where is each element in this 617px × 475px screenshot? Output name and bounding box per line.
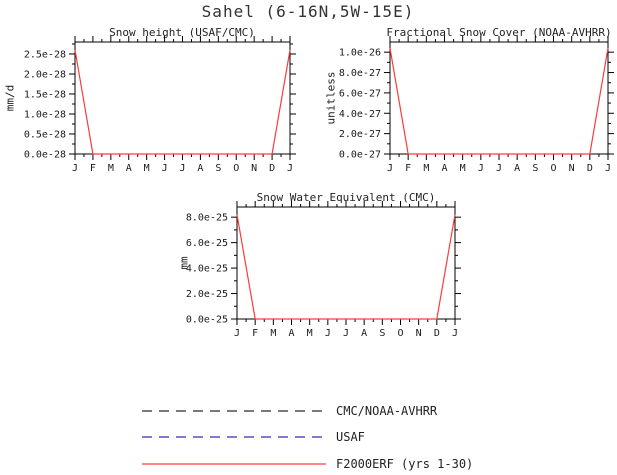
svg-text:1.0e-28: 1.0e-28 — [24, 110, 66, 121]
svg-text:8.0e-27: 8.0e-27 — [339, 68, 381, 79]
svg-text:0.0e-25: 0.0e-25 — [186, 315, 228, 326]
svg-text:O: O — [233, 163, 239, 174]
svg-text:N: N — [251, 163, 257, 174]
svg-text:F: F — [252, 328, 258, 339]
chart-title-fractional-snow-cover: Fractional Snow Cover (NOAA-AVHRR) — [386, 26, 612, 39]
svg-text:J: J — [478, 163, 484, 174]
svg-text:4.0e-27: 4.0e-27 — [339, 109, 381, 120]
svg-text:M: M — [460, 163, 466, 174]
svg-text:2.0e-25: 2.0e-25 — [186, 289, 228, 300]
svg-text:1.5e-28: 1.5e-28 — [24, 90, 66, 101]
legend-label-cmc-noaa-avhrr: CMC/NOAA-AVHRR — [336, 404, 438, 418]
svg-text:A: A — [197, 163, 203, 174]
y-axis-label-snow-water-equivalent: mm — [177, 256, 191, 270]
svg-text:2.0e-27: 2.0e-27 — [339, 129, 381, 140]
svg-text:4.0e-25: 4.0e-25 — [186, 264, 228, 275]
legend-label-f2000erf: F2000ERF (yrs 1-30) — [336, 457, 474, 471]
svg-text:2.0e-28: 2.0e-28 — [24, 70, 66, 81]
legend-item-f2000erf: F2000ERF (yrs 1-30) — [140, 457, 473, 471]
svg-text:D: D — [587, 163, 593, 174]
chart-title-snow-height: Snow height (USAF/CMC) — [109, 26, 255, 39]
svg-text:F: F — [90, 163, 96, 174]
svg-text:J: J — [325, 328, 331, 339]
solid-line-icon — [142, 463, 326, 465]
legend-item-cmc-noaa-avhrr: CMC/NOAA-AVHRR — [140, 404, 437, 418]
svg-text:M: M — [423, 163, 429, 174]
svg-text:A: A — [288, 328, 294, 339]
svg-text:0.0e-27: 0.0e-27 — [339, 150, 381, 161]
svg-text:N: N — [569, 163, 575, 174]
svg-text:A: A — [361, 328, 367, 339]
svg-text:J: J — [162, 163, 168, 174]
svg-text:M: M — [144, 163, 150, 174]
svg-text:S: S — [532, 163, 538, 174]
svg-text:D: D — [434, 328, 440, 339]
svg-text:O: O — [397, 328, 403, 339]
svg-text:N: N — [416, 328, 422, 339]
svg-text:D: D — [269, 163, 275, 174]
svg-text:J: J — [234, 328, 240, 339]
svg-text:J: J — [72, 163, 78, 174]
dashed-line-icon — [142, 436, 326, 438]
svg-text:S: S — [215, 163, 221, 174]
svg-text:J: J — [343, 328, 349, 339]
svg-text:J: J — [179, 163, 185, 174]
svg-text:M: M — [307, 328, 313, 339]
svg-text:O: O — [550, 163, 556, 174]
svg-text:1.0e-26: 1.0e-26 — [339, 48, 381, 59]
svg-text:6.0e-25: 6.0e-25 — [186, 238, 228, 249]
svg-text:A: A — [514, 163, 520, 174]
svg-text:0.0e-28: 0.0e-28 — [24, 150, 66, 161]
svg-text:F: F — [405, 163, 411, 174]
page-title: Sahel (6-16N,5W-15E) — [201, 2, 415, 21]
svg-text:8.0e-25: 8.0e-25 — [186, 213, 228, 224]
svg-text:0.5e-28: 0.5e-28 — [24, 130, 66, 141]
svg-text:J: J — [287, 163, 293, 174]
chart-title-snow-water-equivalent: Snow Water Equivalent (CMC) — [256, 191, 436, 204]
dashed-line-icon — [142, 410, 326, 412]
svg-text:A: A — [441, 163, 447, 174]
svg-text:J: J — [605, 163, 611, 174]
y-axis-label-fractional-snow-cover: unitless — [324, 71, 338, 125]
svg-text:A: A — [126, 163, 132, 174]
legend-item-usaf: USAF — [140, 430, 365, 444]
svg-text:M: M — [270, 328, 276, 339]
svg-text:2.5e-28: 2.5e-28 — [24, 50, 66, 61]
legend-label-usaf: USAF — [336, 430, 365, 444]
svg-text:J: J — [496, 163, 502, 174]
svg-text:M: M — [108, 163, 114, 174]
svg-text:6.0e-27: 6.0e-27 — [339, 88, 381, 99]
y-axis-label-snow-height: mm/d — [3, 84, 17, 112]
svg-text:J: J — [387, 163, 393, 174]
svg-text:J: J — [452, 328, 458, 339]
svg-text:S: S — [379, 328, 385, 339]
